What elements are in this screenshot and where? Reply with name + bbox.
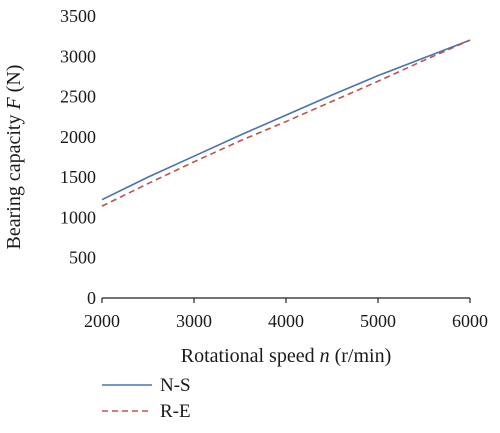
y-axis-title-pre: Bearing capacity [3,110,25,250]
legend-label-n-s: N-S [160,375,191,396]
x-axis-title-pre: Rotational speed [181,345,320,367]
x-tick-label: 5000 [360,311,396,331]
y-tick-label: 0 [87,288,96,308]
series-line-r-e [101,39,471,207]
series-line-n-s [101,39,471,201]
x-axis-ticks: 2000 3000 4000 5000 6000 [84,298,488,331]
legend: N-S R-E [102,375,191,422]
x-axis-title: Rotational speed n (r/min) [181,345,392,367]
y-axis-title: Bearing capacity F (N) [3,65,25,250]
y-axis-title-italic: F [3,97,25,111]
y-axis-ticks: 0 500 1000 1500 2000 2500 3000 3500 [60,6,96,308]
x-tick-label: 2000 [84,311,120,331]
y-tick-label: 2000 [60,127,96,147]
y-axis-title-post: (N) [3,65,25,98]
y-tick-label: 3500 [60,6,96,26]
series-layer [101,39,471,207]
y-tick-label: 1500 [60,167,96,187]
y-tick-label: 500 [69,248,96,268]
x-axis-title-post: (r/min) [330,345,392,367]
legend-label-r-e: R-E [160,401,191,422]
y-tick-label: 2500 [60,87,96,107]
x-tick-label: 3000 [176,311,212,331]
x-tick-label: 6000 [452,311,488,331]
x-axis-title-italic: n [320,345,330,367]
y-tick-label: 1000 [60,207,96,227]
x-tick-label: 4000 [268,311,304,331]
y-tick-label: 3000 [60,46,96,66]
